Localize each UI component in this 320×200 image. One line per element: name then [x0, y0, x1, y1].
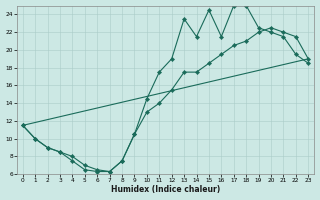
X-axis label: Humidex (Indice chaleur): Humidex (Indice chaleur): [111, 185, 220, 194]
